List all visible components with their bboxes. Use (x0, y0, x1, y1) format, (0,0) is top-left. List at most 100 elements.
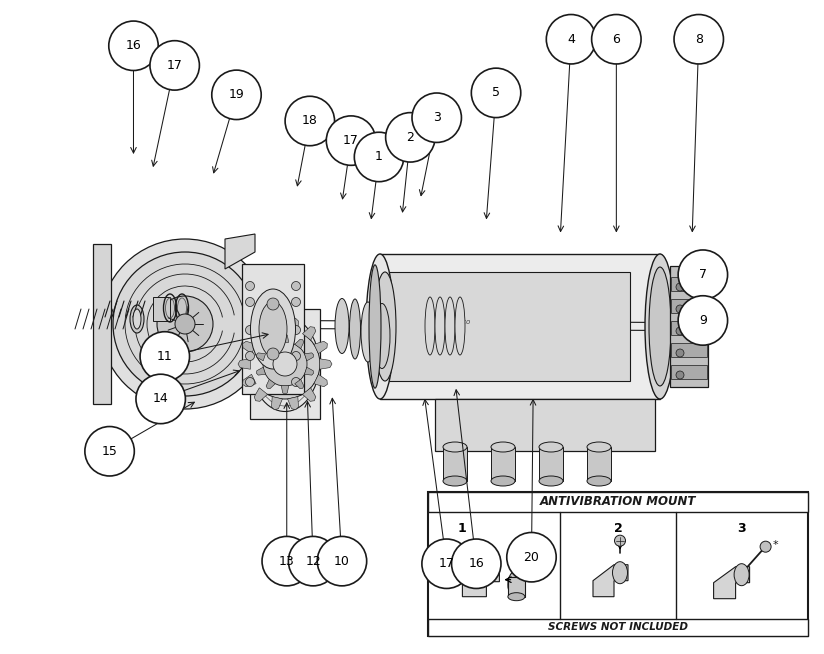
Circle shape (615, 535, 625, 546)
Circle shape (292, 377, 301, 387)
Text: 1: 1 (457, 523, 466, 536)
Bar (428, 619, 808, 636)
Circle shape (292, 298, 301, 307)
Bar (671, 343, 707, 357)
Text: Marco: Marco (449, 318, 471, 324)
Ellipse shape (366, 254, 394, 399)
Circle shape (676, 371, 684, 379)
Text: 17: 17 (438, 557, 455, 570)
Ellipse shape (374, 272, 396, 381)
Circle shape (452, 539, 501, 589)
Polygon shape (714, 566, 750, 598)
Circle shape (354, 132, 404, 182)
Text: 2: 2 (406, 131, 414, 144)
Circle shape (85, 426, 134, 476)
Circle shape (676, 327, 684, 335)
Polygon shape (256, 367, 265, 375)
Bar (242, 264, 304, 394)
Text: 15: 15 (101, 445, 118, 458)
Ellipse shape (374, 303, 390, 368)
Polygon shape (593, 564, 628, 596)
Text: 12: 12 (305, 555, 321, 568)
Polygon shape (380, 254, 660, 399)
Ellipse shape (508, 593, 525, 600)
Circle shape (292, 281, 301, 290)
Text: 19: 19 (228, 88, 245, 101)
Text: 8: 8 (695, 33, 703, 46)
Circle shape (273, 352, 297, 376)
Bar (539, 447, 563, 481)
Bar (671, 277, 707, 291)
Text: 17: 17 (166, 59, 183, 72)
Ellipse shape (349, 299, 360, 359)
Circle shape (100, 239, 270, 409)
Ellipse shape (369, 265, 381, 388)
Polygon shape (314, 341, 327, 354)
Polygon shape (266, 339, 275, 349)
Circle shape (507, 532, 556, 582)
Text: 6: 6 (612, 33, 620, 46)
Ellipse shape (539, 442, 563, 452)
Bar (508, 577, 525, 596)
Text: 18: 18 (302, 114, 318, 128)
Polygon shape (242, 374, 256, 387)
Polygon shape (320, 359, 332, 370)
Polygon shape (266, 379, 275, 388)
Bar (671, 299, 707, 313)
Text: 11: 11 (157, 350, 173, 363)
Ellipse shape (435, 297, 445, 355)
Circle shape (317, 536, 367, 586)
Bar (385, 272, 630, 381)
Bar (671, 365, 707, 379)
Circle shape (674, 14, 723, 64)
Ellipse shape (539, 476, 563, 486)
Circle shape (546, 14, 596, 64)
Ellipse shape (425, 297, 435, 355)
Circle shape (175, 314, 195, 334)
Ellipse shape (335, 298, 349, 354)
Ellipse shape (130, 305, 144, 333)
Polygon shape (242, 341, 256, 354)
Text: 3: 3 (737, 523, 746, 536)
Circle shape (157, 296, 213, 352)
Text: SCREWS NOT INCLUDED: SCREWS NOT INCLUDED (548, 622, 688, 632)
Circle shape (246, 351, 255, 360)
Ellipse shape (491, 476, 515, 486)
Circle shape (250, 329, 320, 399)
Text: 14: 14 (152, 392, 169, 405)
Bar (670, 266, 708, 387)
Polygon shape (288, 318, 298, 332)
Text: 5: 5 (492, 86, 500, 99)
Circle shape (267, 298, 279, 310)
Text: 10: 10 (334, 555, 350, 568)
Ellipse shape (455, 297, 465, 355)
Text: 3: 3 (433, 111, 441, 124)
Circle shape (292, 326, 301, 334)
Circle shape (277, 356, 293, 372)
Polygon shape (272, 318, 283, 332)
Polygon shape (255, 327, 268, 340)
Circle shape (285, 96, 335, 146)
Text: ANTIVIBRATION MOUNT: ANTIVIBRATION MOUNT (540, 495, 696, 508)
Circle shape (246, 377, 255, 387)
Polygon shape (435, 399, 655, 451)
Circle shape (113, 252, 257, 396)
Circle shape (678, 250, 728, 300)
Ellipse shape (587, 476, 611, 486)
Polygon shape (295, 379, 304, 388)
Circle shape (150, 41, 199, 90)
Circle shape (678, 296, 728, 345)
Ellipse shape (734, 564, 749, 586)
Ellipse shape (443, 442, 467, 452)
Text: 16: 16 (125, 39, 142, 52)
Polygon shape (302, 388, 316, 402)
Bar (93, 244, 111, 404)
Polygon shape (281, 386, 288, 394)
Bar (443, 447, 467, 481)
Circle shape (292, 351, 301, 360)
Polygon shape (153, 297, 170, 321)
Bar (671, 321, 707, 335)
Ellipse shape (445, 297, 455, 355)
Circle shape (471, 68, 521, 118)
Text: 2: 2 (614, 523, 622, 536)
